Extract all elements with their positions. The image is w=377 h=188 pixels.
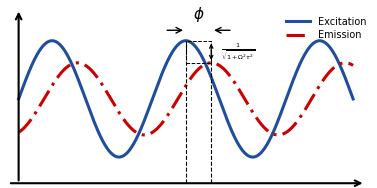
Emission: [277, 134, 282, 136]
Emission: [246, 104, 251, 106]
Excitation: [284, 98, 288, 100]
Excitation: [152, 92, 157, 94]
Excitation: [164, 62, 169, 64]
Emission: [164, 117, 168, 119]
Excitation: [51, 40, 55, 42]
Legend: Excitation, Emission: Excitation, Emission: [283, 14, 369, 43]
Emission: [284, 131, 288, 134]
Excitation: [16, 98, 21, 100]
Emission: [343, 62, 347, 64]
Emission: [51, 83, 55, 86]
Excitation: [278, 114, 282, 116]
Emission: [152, 130, 156, 133]
Text: $\phi$: $\phi$: [193, 5, 204, 24]
Emission: [351, 64, 356, 67]
Excitation: [50, 40, 54, 42]
Emission: [276, 134, 280, 136]
Excitation: [247, 155, 251, 157]
Line: Excitation: Excitation: [18, 41, 353, 157]
Text: $\frac{1}{\sqrt{1+\Omega^2\tau^2}}$: $\frac{1}{\sqrt{1+\Omega^2\tau^2}}$: [221, 41, 256, 63]
Line: Emission: Emission: [18, 63, 353, 135]
Excitation: [117, 156, 121, 158]
Excitation: [351, 98, 356, 100]
Emission: [16, 131, 21, 133]
